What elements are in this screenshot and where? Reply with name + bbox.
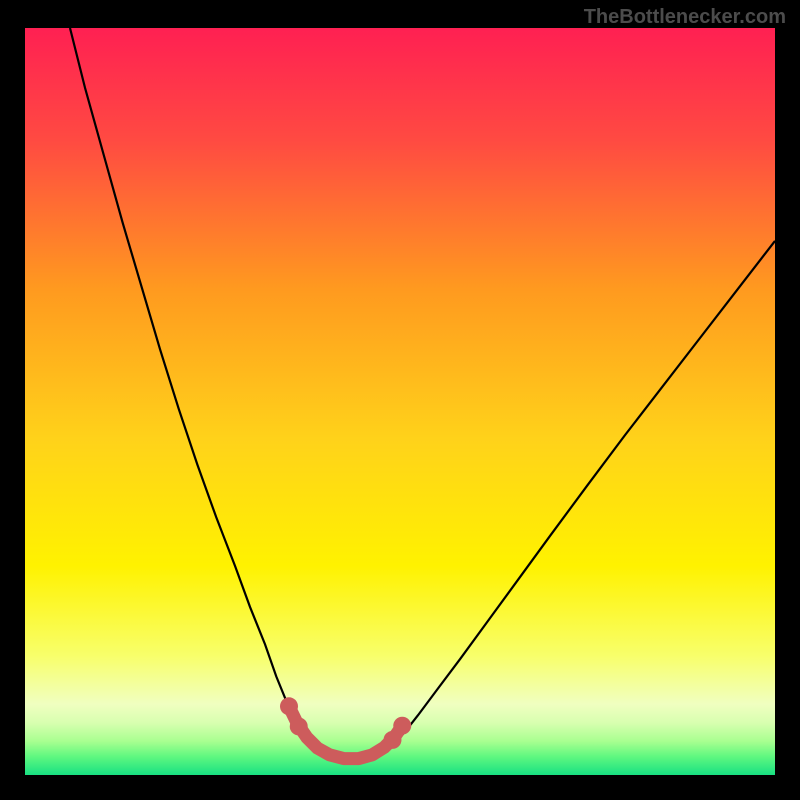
chart-frame: TheBottlenecker.com	[0, 0, 800, 800]
watermark-text: TheBottlenecker.com	[584, 6, 786, 28]
chart-svg	[25, 28, 775, 775]
plot-area	[25, 28, 775, 775]
watermark: TheBottlenecker.com	[584, 6, 786, 29]
